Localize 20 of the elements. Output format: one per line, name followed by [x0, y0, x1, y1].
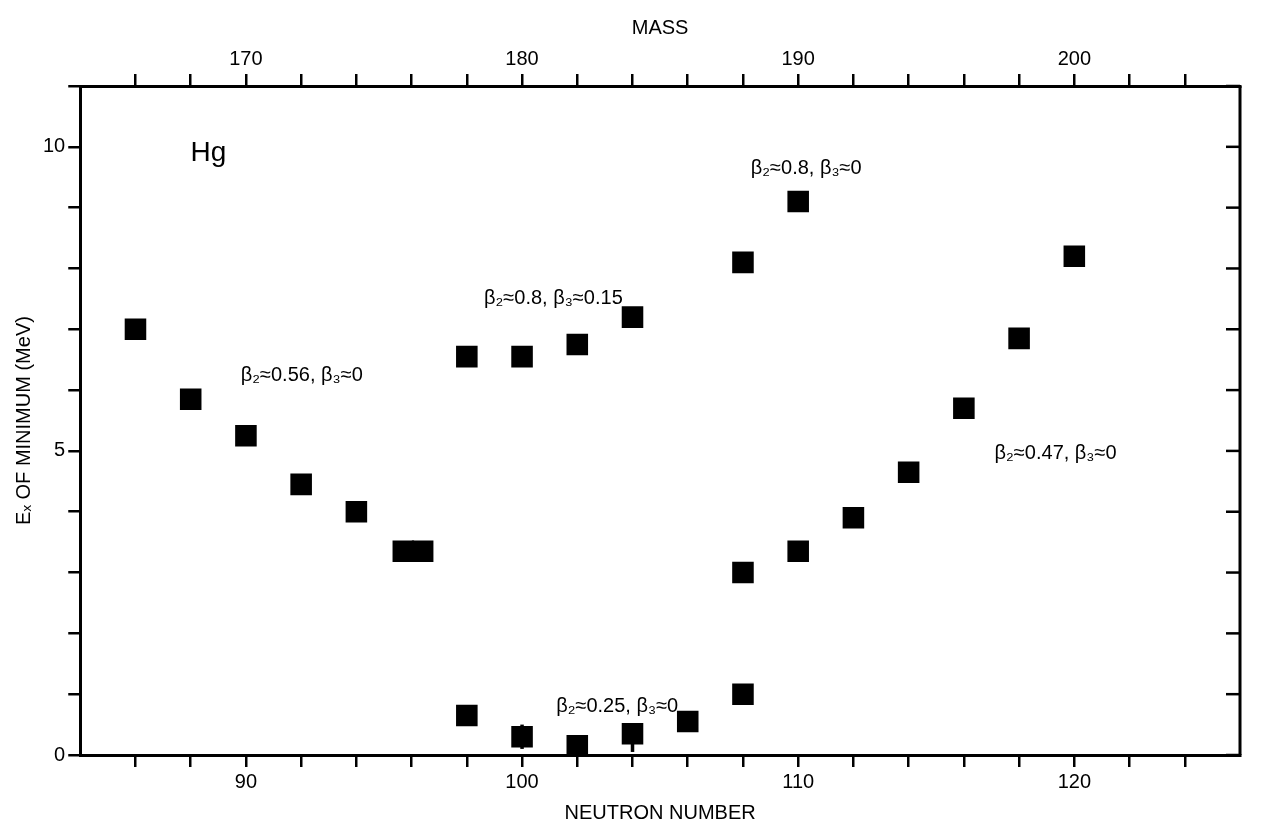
annotation: β₂≈0.8, β₃≈0.15	[484, 286, 623, 309]
y-axis-title: Eₓ OF MINIMUM (MeV)	[11, 316, 34, 525]
annotation: β₂≈0.8, β₃≈0	[750, 156, 862, 179]
x2-tick-label: 180	[505, 46, 539, 69]
annotation: β₂≈0.47, β₃≈0	[994, 440, 1117, 463]
y-tick-label: 0	[54, 742, 66, 765]
x-tick-label: 100	[505, 769, 539, 792]
x-tick-label: 90	[234, 769, 258, 792]
x-tick-label: 110	[782, 769, 815, 792]
x2-tick-label: 170	[229, 46, 263, 69]
y-tick-label: 10	[43, 134, 66, 157]
annotation: Hg	[190, 135, 227, 167]
x2-tick-label: 190	[781, 46, 815, 69]
x2-tick-label: 200	[1057, 46, 1092, 69]
y-tick-label: 5	[54, 438, 66, 461]
annotation: β₂≈0.25, β₃≈0	[556, 693, 679, 716]
x2-axis-title: MASS	[631, 15, 689, 38]
x-tick-label: 120	[1057, 769, 1092, 792]
annotation: β₂≈0.56, β₃≈0	[240, 362, 363, 385]
x-axis-title: NEUTRON NUMBER	[564, 800, 756, 823]
